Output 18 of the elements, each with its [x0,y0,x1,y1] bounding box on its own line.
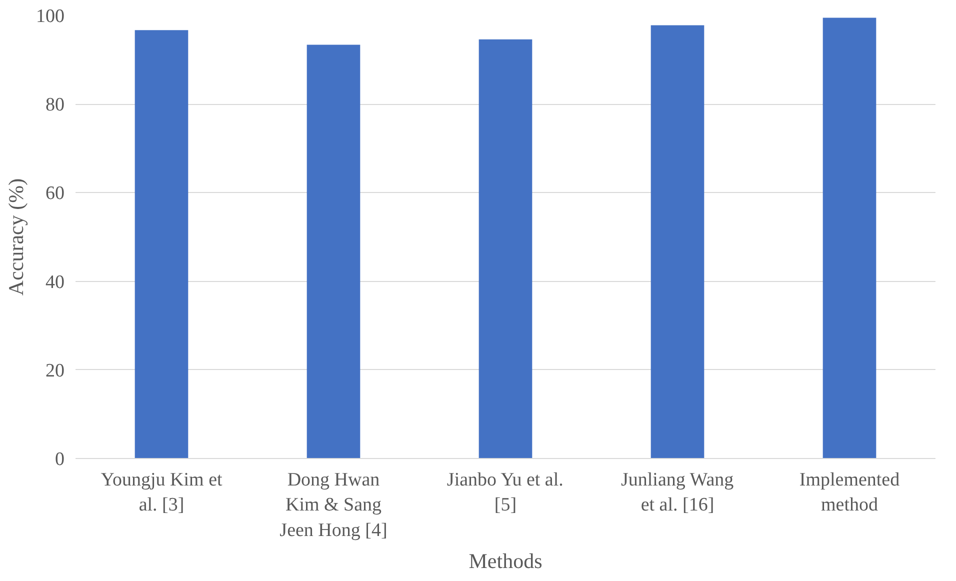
y-tick-label: 0 [55,449,64,470]
x-tick-label: Youngju Kim et al. [3] [100,470,224,516]
bar [478,39,532,458]
bar [134,30,188,458]
bar [306,44,360,458]
y-tick-label: 40 [46,272,64,293]
x-tick-label: Implemented method [799,470,900,516]
x-tick-label: Dong Hwan Kim & Sang Jeen Hong [4] [280,470,388,541]
x-tick-label: Junliang Wang et al. [16] [621,470,734,516]
y-tick-label: 60 [46,183,64,204]
y-tick-label: 20 [46,360,64,382]
y-tick-label: 80 [46,94,64,116]
y-tick-label: 100 [36,6,64,27]
y-axis-title: Accuracy (%) [4,178,28,296]
bar [650,25,704,458]
x-tick-label: Jianbo Yu et al. [5] [446,470,564,516]
bar [822,18,876,458]
x-axis-title: Methods [468,548,542,573]
